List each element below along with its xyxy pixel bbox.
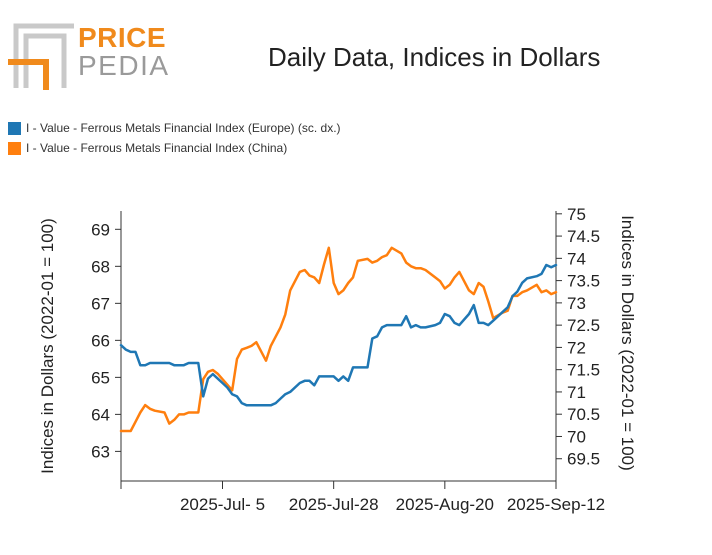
y-axis-label-right: Indices in Dollars (2022-01 = 100) — [618, 215, 637, 471]
right-tick-label: 74.5 — [567, 227, 600, 246]
logo-mark — [8, 23, 74, 90]
legend-swatch-china — [8, 141, 21, 155]
left-tick-label: 69 — [91, 220, 110, 239]
right-tick-label: 73 — [567, 294, 586, 313]
x-axis: 2025-Jul- 5 2025-Jul-28 2025-Aug-20 2025-Se… — [120, 480, 605, 514]
right-tick-label: 70 — [567, 427, 586, 446]
x-tick-label: 2025-Aug-20 — [396, 495, 494, 514]
right-tick-label: 73.5 — [567, 272, 600, 291]
left-tick-label: 64 — [91, 405, 110, 424]
legend: I - Value - Ferrous Metals Financial Ind… — [8, 118, 341, 158]
right-tick-label: 74 — [567, 249, 586, 268]
legend-label-europe: I - Value - Ferrous Metals Financial Ind… — [26, 121, 341, 135]
series-line-europe — [119, 263, 558, 407]
pricepedia-logo: PRICE PEDIA — [0, 0, 180, 100]
left-tick-label: 68 — [91, 257, 110, 276]
right-tick-label: 71.5 — [567, 361, 600, 380]
left-tick-label: 65 — [91, 368, 110, 387]
right-y-axis: 69.5 70 70.5 71 71.5 72 72.5 73 73.5 74 74.5 75 — [555, 205, 600, 481]
left-y-axis: 63 64 65 66 67 68 69 — [91, 211, 122, 481]
logo-text-pedia: PEDIA — [78, 50, 170, 81]
left-tick-label: 63 — [91, 442, 110, 461]
right-tick-label: 75 — [567, 205, 586, 224]
right-tick-label: 70.5 — [567, 405, 600, 424]
legend-swatch-europe — [8, 121, 21, 135]
logo-text-price: PRICE — [78, 22, 167, 53]
series-line-china — [119, 246, 558, 433]
x-tick-label: 2025-Jul-28 — [289, 495, 379, 514]
right-tick-label: 72.5 — [567, 316, 600, 335]
legend-item-europe[interactable]: I - Value - Ferrous Metals Financial Ind… — [8, 118, 341, 138]
y-axis-label-left: Indices in Dollars (2022-01 = 100) — [38, 218, 57, 474]
right-tick-label: 71 — [567, 383, 586, 402]
left-tick-label: 67 — [91, 294, 110, 313]
legend-label-china: I - Value - Ferrous Metals Financial Ind… — [26, 141, 288, 155]
left-tick-label: 66 — [91, 331, 110, 350]
right-tick-label: 69.5 — [567, 450, 600, 469]
chart-title: Daily Data, Indices in Dollars — [268, 42, 601, 72]
series-layer — [119, 246, 558, 433]
legend-item-china[interactable]: I - Value - Ferrous Metals Financial Ind… — [8, 138, 341, 158]
x-tick-label: 2025-Jul- 5 — [180, 495, 265, 514]
right-tick-label: 72 — [567, 338, 586, 357]
x-tick-label: 2025-Sep-12 — [507, 495, 605, 514]
